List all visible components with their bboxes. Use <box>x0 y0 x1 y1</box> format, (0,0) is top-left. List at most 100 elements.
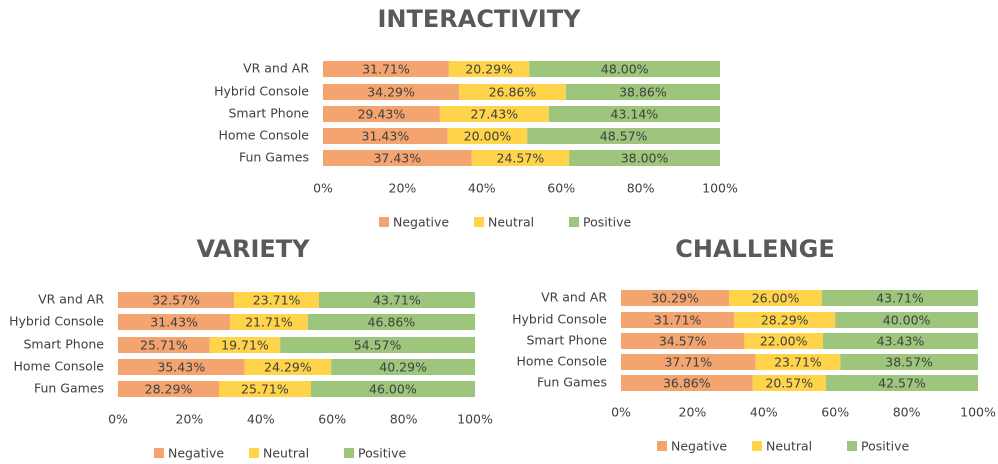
x-tick-label: 60% <box>821 405 849 420</box>
bar-segment <box>307 314 475 330</box>
y-tick-label: VR and AR <box>243 61 309 76</box>
legend-label: Negative <box>671 439 727 454</box>
bar-segment <box>310 381 475 397</box>
y-tick-label: Fun Games <box>34 381 104 396</box>
bar-segment <box>318 292 475 308</box>
bar-segment <box>280 337 475 353</box>
y-tick-label: Smart Phone <box>23 337 104 352</box>
data-label: 46.00% <box>369 382 417 397</box>
x-tick-label: 80% <box>627 181 655 196</box>
bar-segment <box>244 359 332 375</box>
data-label: 23.71% <box>774 355 822 370</box>
bar-segment <box>323 61 449 77</box>
x-tick-label: 80% <box>390 412 418 427</box>
data-label: 38.86% <box>619 85 667 100</box>
y-tick-label: Home Console <box>218 128 309 143</box>
x-tick-label: 100% <box>702 181 738 196</box>
bar-segment <box>529 61 720 77</box>
bar-segment <box>459 84 566 100</box>
data-label: 21.71% <box>245 315 293 330</box>
y-tick-label: Fun Games <box>239 150 309 165</box>
bar-segment <box>840 354 978 370</box>
bar-segment <box>118 314 231 330</box>
bar-segment <box>118 359 245 375</box>
data-label: 24.29% <box>264 360 312 375</box>
data-label: 43.14% <box>611 107 659 122</box>
bar-segment <box>439 106 549 122</box>
legend-swatch <box>847 441 857 451</box>
legend-swatch <box>657 441 667 451</box>
bar-segment <box>621 312 735 328</box>
data-label: 38.00% <box>621 151 669 166</box>
x-tick-label: 20% <box>679 405 707 420</box>
legend-label: Negative <box>168 446 224 461</box>
bar-segment <box>323 106 440 122</box>
x-tick-label: 80% <box>893 405 921 420</box>
bar-segment <box>118 381 219 397</box>
bar-segment <box>447 128 528 144</box>
legend-label: Negative <box>393 215 449 230</box>
data-label: 26.86% <box>489 85 537 100</box>
data-label: 37.71% <box>664 355 712 370</box>
legend-label: Positive <box>861 439 909 454</box>
bar-segment <box>527 128 720 144</box>
data-label: 27.43% <box>470 107 518 122</box>
bar-segment <box>234 292 319 308</box>
bar-segment <box>569 150 720 166</box>
bar-segment <box>471 150 570 166</box>
data-label: 20.00% <box>464 129 512 144</box>
x-tick-label: 40% <box>247 412 275 427</box>
legend-swatch <box>569 217 579 227</box>
chart-title: CHALLENGE <box>675 235 834 263</box>
data-label: 31.71% <box>654 313 702 328</box>
data-label: 43.71% <box>876 291 924 306</box>
data-label: 46.86% <box>368 315 416 330</box>
data-label: 31.43% <box>362 129 410 144</box>
y-tick-label: Hybrid Console <box>512 312 607 327</box>
x-tick-label: 60% <box>318 412 346 427</box>
bar-segment <box>323 128 448 144</box>
data-label: 40.29% <box>379 360 427 375</box>
x-tick-label: 60% <box>547 181 575 196</box>
x-tick-label: 20% <box>389 181 417 196</box>
x-tick-label: 20% <box>176 412 204 427</box>
chart-title: INTERACTIVITY <box>377 5 581 33</box>
data-label: 24.57% <box>497 151 545 166</box>
y-tick-label: Smart Phone <box>526 333 607 348</box>
x-tick-label: 0% <box>313 181 333 196</box>
bar-segment <box>218 381 311 397</box>
legend-label: Positive <box>358 446 406 461</box>
y-tick-label: Hybrid Console <box>214 84 309 99</box>
data-label: 25.71% <box>241 382 289 397</box>
bar-segment <box>729 290 822 306</box>
bar-segment <box>734 312 836 328</box>
bar-segment <box>621 354 756 370</box>
data-label: 28.29% <box>145 382 193 397</box>
data-label: 54.57% <box>354 338 402 353</box>
bar-segment <box>331 359 476 375</box>
x-tick-label: 100% <box>457 412 493 427</box>
y-tick-label: VR and AR <box>38 292 104 307</box>
data-label: 34.57% <box>659 334 707 349</box>
y-tick-label: Fun Games <box>537 375 607 390</box>
y-tick-label: Smart Phone <box>228 106 309 121</box>
bar-segment <box>118 292 235 308</box>
data-label: 23.71% <box>253 293 301 308</box>
data-label: 43.43% <box>877 334 925 349</box>
bar-segment <box>744 333 823 349</box>
legend-swatch <box>752 441 762 451</box>
y-tick-label: Home Console <box>516 354 607 369</box>
bar-segment <box>323 150 472 166</box>
x-tick-label: 0% <box>611 405 631 420</box>
legend-label: Positive <box>583 215 631 230</box>
bar-segment <box>565 84 721 100</box>
bar-segment <box>752 375 827 391</box>
bar-segment <box>621 290 730 306</box>
data-label: 32.57% <box>152 293 200 308</box>
data-label: 37.43% <box>373 151 421 166</box>
legend-swatch <box>344 448 354 458</box>
bar-segment <box>821 290 978 306</box>
data-label: 30.29% <box>651 291 699 306</box>
data-label: 40.00% <box>883 313 931 328</box>
bar-segment <box>755 354 841 370</box>
